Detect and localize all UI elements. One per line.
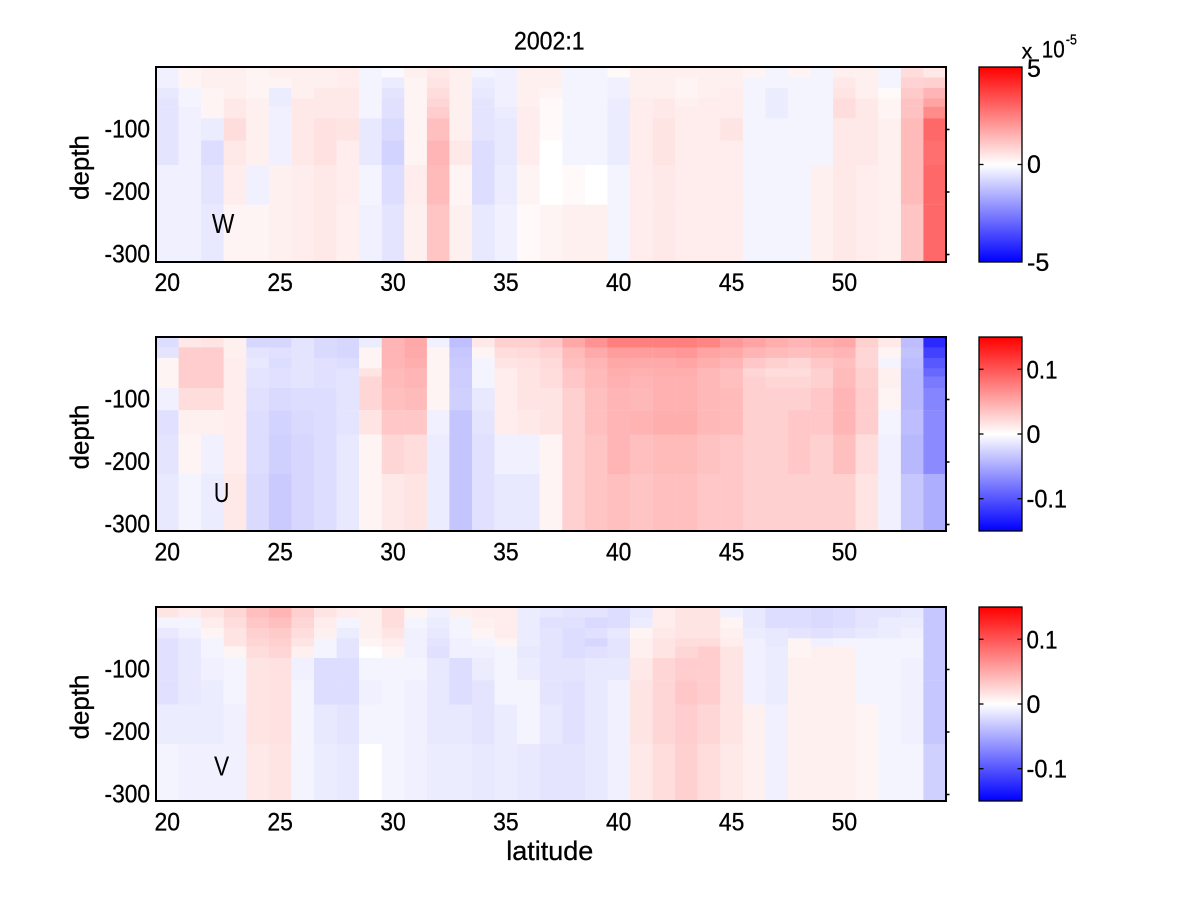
svg-text:25: 25 [267, 269, 293, 297]
svg-text:latitude: latitude [506, 836, 593, 866]
svg-text:-300: -300 [105, 781, 151, 809]
svg-text:-100: -100 [105, 116, 151, 144]
svg-text:35: 35 [493, 809, 519, 837]
svg-text:-100: -100 [105, 386, 151, 414]
svg-text:0.1: 0.1 [1027, 626, 1058, 654]
svg-text:30: 30 [380, 539, 406, 567]
svg-text:50: 50 [832, 809, 858, 837]
svg-text:50: 50 [832, 269, 858, 297]
svg-text:40: 40 [606, 809, 632, 837]
svg-text:45: 45 [719, 269, 745, 297]
svg-text:0: 0 [1027, 151, 1041, 179]
svg-text:-5: -5 [1027, 249, 1049, 277]
svg-text:-200: -200 [105, 448, 151, 476]
svg-text:40: 40 [606, 539, 632, 567]
svg-text:35: 35 [493, 539, 519, 567]
svg-text:-0.1: -0.1 [1027, 756, 1068, 784]
svg-text:-5: -5 [1066, 32, 1077, 49]
svg-text:20: 20 [155, 809, 181, 837]
svg-text:-300: -300 [105, 241, 151, 269]
svg-text:U: U [214, 477, 230, 508]
svg-text:-200: -200 [105, 178, 151, 206]
svg-text:45: 45 [719, 809, 745, 837]
svg-text:0.1: 0.1 [1027, 356, 1058, 384]
svg-text:0: 0 [1027, 421, 1041, 449]
svg-text:-300: -300 [105, 511, 151, 539]
svg-text:depth: depth [65, 404, 95, 469]
svg-text:W: W [212, 208, 235, 239]
svg-text:5: 5 [1027, 55, 1041, 83]
svg-text:depth: depth [65, 135, 95, 200]
svg-text:20: 20 [155, 539, 181, 567]
svg-text:40: 40 [606, 269, 632, 297]
svg-text:30: 30 [380, 269, 406, 297]
svg-text:-100: -100 [105, 656, 151, 684]
svg-text:20: 20 [155, 269, 181, 297]
svg-text:25: 25 [267, 539, 293, 567]
svg-text:0: 0 [1027, 691, 1041, 719]
svg-text:-200: -200 [105, 718, 151, 746]
svg-text:45: 45 [719, 539, 745, 567]
svg-text:25: 25 [267, 809, 293, 837]
svg-text:depth: depth [65, 674, 95, 739]
svg-text:-0.1: -0.1 [1027, 486, 1068, 514]
svg-text:V: V [214, 750, 230, 781]
svg-text:35: 35 [493, 269, 519, 297]
svg-text:30: 30 [380, 809, 406, 837]
svg-text:10: 10 [1042, 36, 1065, 63]
svg-text:x: x [1022, 40, 1033, 63]
svg-text:50: 50 [832, 539, 858, 567]
svg-text:2002:1: 2002:1 [514, 27, 585, 55]
